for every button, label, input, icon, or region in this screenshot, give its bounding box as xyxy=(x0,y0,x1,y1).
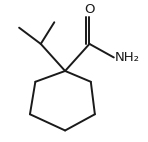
Text: NH₂: NH₂ xyxy=(115,51,140,64)
Text: O: O xyxy=(84,3,95,15)
